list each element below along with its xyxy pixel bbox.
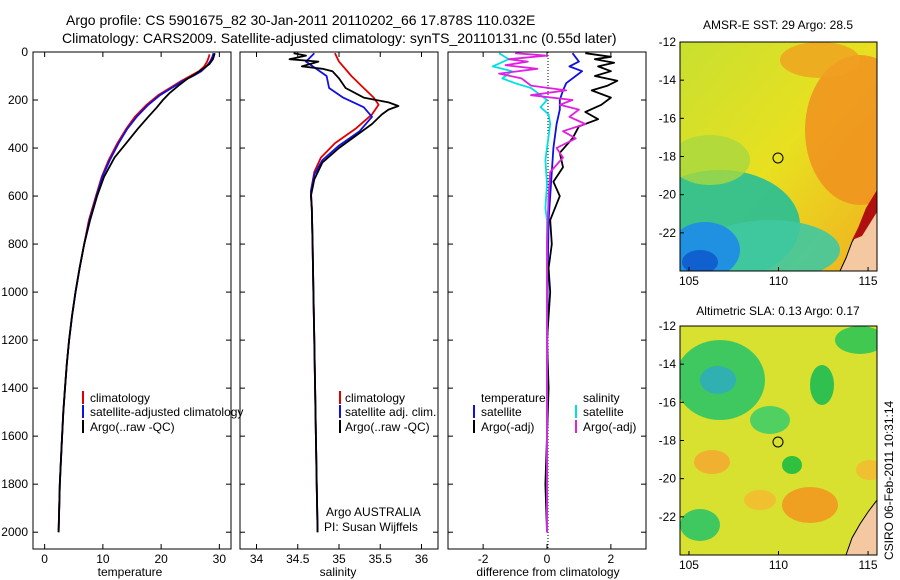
x-tick-label: 2 — [608, 552, 615, 566]
sla-low-patch — [680, 509, 720, 541]
legend-label: satellite-adjusted climatology — [90, 405, 243, 419]
legend-label: Argo(-adj) — [583, 420, 636, 434]
map-x-tick-label: 115 — [858, 274, 877, 288]
sst-map-title: AMSR-E SST: 29 Argo: 28.5 — [703, 18, 853, 32]
map-y-tick-label: -22 — [659, 226, 677, 240]
map-y-tick-label: -16 — [659, 395, 677, 409]
y-tick-label: 1800 — [1, 477, 28, 491]
legend-label: Argo(..raw -QC) — [90, 420, 175, 434]
x-tick-label: 30 — [213, 552, 227, 566]
map-x-tick-label: 110 — [769, 274, 788, 288]
legend-title-temperature: temperature — [481, 391, 546, 405]
y-tick-label: 200 — [8, 93, 28, 107]
legend-label: satellite — [481, 405, 522, 419]
figure-subtitle: Climatology: CARS2009. Satellite-adjuste… — [62, 30, 617, 46]
legend-label: Argo(..raw -QC) — [345, 420, 430, 434]
y-tick-label: 2000 — [1, 525, 28, 539]
y-tick-label: 1600 — [1, 429, 28, 443]
pi-label: PI: Susan Wijffels — [324, 520, 418, 534]
sla-high-patch — [856, 460, 877, 480]
x-tick-label: 10 — [96, 552, 110, 566]
y-tick-label: 0 — [21, 45, 28, 59]
map-y-tick-label: -14 — [659, 357, 677, 371]
legend-label: satellite adj. clim. — [345, 405, 436, 419]
timestamp-stamp: CSIRO 06-Feb-2011 10:31:14 — [882, 400, 896, 560]
sla-high-patch — [782, 487, 838, 523]
sla-low-patch — [782, 456, 802, 474]
temperature-axes — [32, 51, 232, 550]
legend-label: climatology — [90, 391, 150, 405]
legend-title-salinity: salinity — [583, 391, 620, 405]
map-x-tick-label: 105 — [679, 558, 699, 572]
map-x-tick-label: 110 — [769, 558, 788, 572]
sla-low-patch — [750, 406, 790, 434]
sst-map — [680, 42, 877, 271]
series-line-argo-raw-qc- — [288, 52, 400, 533]
series-line-salinity-argo-adj- — [498, 52, 587, 533]
x-tick-label: 35 — [332, 552, 346, 566]
series-line-argo-raw-qc- — [57, 52, 216, 533]
x-tick-label: 35.5 — [369, 552, 393, 566]
series-line-satellite-adjusted-climatology — [57, 52, 215, 533]
y-tick-label: 400 — [8, 141, 28, 155]
argo-program-label: Argo AUSTRALIA — [326, 505, 421, 519]
difference-legend: temperature satellite Argo(-adj) salinit… — [473, 391, 636, 434]
series-line-climatology — [309, 52, 380, 533]
y-tick-labels: 0 200 400 600 800 1000 1200 1400 1600 1800 2000 — [1, 45, 28, 539]
temperature-xlabel: temperature — [98, 565, 163, 579]
map-y-tick-label: -18 — [659, 434, 677, 448]
map-y-tick-label: -12 — [659, 35, 677, 49]
x-tick-label: 36 — [415, 552, 429, 566]
sla-low-patch — [700, 366, 736, 394]
y-tick-label: 1000 — [1, 285, 28, 299]
map-y-tick-label: -16 — [659, 111, 677, 125]
argo-location-marker — [772, 152, 784, 164]
sla-low-patch — [835, 326, 877, 354]
sla-map — [680, 326, 877, 555]
sla-low-patch — [810, 365, 834, 405]
y-tick-label: 800 — [8, 237, 28, 251]
map-y-tick-label: -20 — [659, 472, 677, 486]
x-tick-label: 20 — [154, 552, 168, 566]
sla-high-patch — [694, 450, 730, 474]
y-tick-label: 600 — [8, 189, 28, 203]
legend-label: climatology — [345, 391, 405, 405]
map-y-tick-label: -20 — [659, 188, 677, 202]
sst-warm-patch — [805, 55, 877, 205]
map-y-tick-label: -14 — [659, 73, 677, 87]
sla-map-title: Altimetric SLA: 0.13 Argo: 0.17 — [696, 304, 860, 318]
sst-mid-patch — [680, 135, 750, 185]
figure-title: Argo profile: CS 5901675_82 30-Jan-2011 … — [66, 12, 535, 28]
x-tick-label: 34 — [250, 552, 264, 566]
x-tick-label: 0 — [41, 552, 48, 566]
series-line-temperature-satellite — [546, 52, 583, 533]
sst-hot-coast — [852, 190, 877, 240]
x-tick-label: 34.5 — [286, 552, 310, 566]
y-tick-label: 1200 — [1, 333, 28, 347]
map-y-tick-label: -18 — [659, 150, 677, 164]
sst-cold-patch — [682, 250, 718, 271]
temperature-legend: climatology satellite-adjusted climatolo… — [82, 391, 243, 434]
map-y-tick-label: -22 — [659, 510, 677, 524]
y-tick-label: 1400 — [1, 381, 28, 395]
x-tick-label: -2 — [478, 552, 489, 566]
map-x-tick-label: 105 — [679, 274, 699, 288]
salinity-legend: climatology satellite adj. clim. Argo(..… — [324, 391, 436, 534]
salinity-axes — [239, 51, 439, 550]
difference-xlabel: difference from climatology — [476, 565, 619, 579]
series-line-climatology — [57, 54, 211, 533]
legend-label: Argo(-adj) — [481, 420, 534, 434]
sst-warm-patch — [780, 42, 860, 78]
sla-land — [845, 499, 877, 555]
map-x-tick-label: 115 — [858, 558, 877, 572]
map-y-tick-label: -12 — [659, 319, 677, 333]
series-line-salinity-satellite — [491, 52, 552, 533]
legend-label: satellite — [583, 405, 624, 419]
x-tick-label: 0 — [544, 552, 551, 566]
salinity-xlabel: salinity — [320, 565, 357, 579]
sla-high-patch — [744, 490, 776, 510]
argo-location-marker — [772, 436, 784, 448]
